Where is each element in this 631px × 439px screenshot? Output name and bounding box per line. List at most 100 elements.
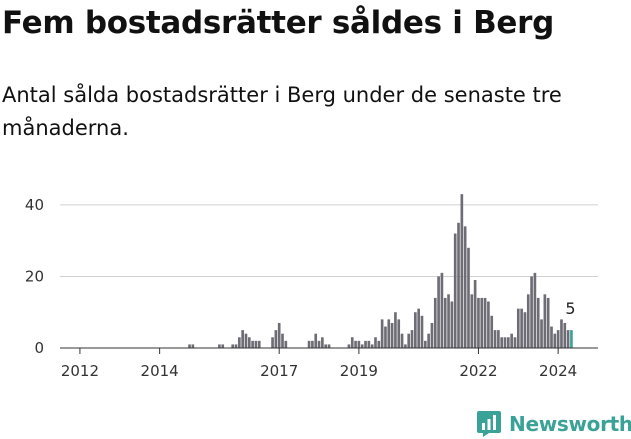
bar [487, 301, 490, 348]
bar [453, 233, 457, 348]
bar [533, 272, 537, 348]
bar [360, 344, 364, 348]
bar [281, 333, 284, 348]
bar [550, 326, 553, 348]
bar [311, 340, 314, 348]
bar [490, 315, 494, 348]
bar [377, 340, 381, 348]
bar [470, 294, 474, 348]
x-tick-label: 2024 [539, 362, 577, 380]
bar [463, 226, 467, 348]
bar [410, 330, 414, 348]
bar [251, 340, 254, 348]
bar [238, 337, 241, 348]
bar [390, 322, 394, 348]
bar [563, 322, 567, 348]
bar-value-label: 5 [565, 299, 575, 318]
bar [284, 340, 288, 348]
y-tick-label: 40 [25, 196, 44, 214]
bar [380, 319, 384, 348]
bar [407, 333, 411, 348]
bar [387, 319, 391, 348]
bar [191, 344, 195, 348]
bar [523, 312, 527, 348]
bar [374, 337, 377, 348]
bar [317, 340, 321, 348]
bar [394, 312, 397, 348]
bar [404, 344, 407, 348]
bar [516, 308, 520, 348]
x-tick-label: 2012 [61, 362, 99, 380]
y-tick-label: 20 [25, 267, 44, 285]
x-tick-label: 2014 [141, 362, 179, 380]
bar [513, 337, 517, 348]
bar [497, 330, 500, 348]
bar [350, 337, 354, 348]
bar [277, 322, 281, 348]
gridlines [60, 204, 598, 277]
bar [327, 344, 331, 348]
bar [477, 297, 480, 348]
bar [218, 344, 221, 348]
newsworthy-logo-icon [477, 411, 501, 437]
bar [307, 340, 311, 348]
bar [274, 330, 278, 348]
bar [503, 337, 507, 348]
bar [430, 322, 434, 348]
bar [188, 344, 191, 348]
page-subtitle: Antal sålda bostadsrätter i Berg under d… [2, 83, 562, 140]
bar [536, 297, 540, 348]
bar [354, 340, 357, 348]
brand-name: Newsworthy [509, 412, 631, 436]
bar [467, 247, 470, 348]
bar [546, 297, 550, 348]
bar [271, 337, 274, 348]
bar [543, 294, 547, 348]
bar [321, 337, 324, 348]
bar [530, 276, 533, 348]
axes: 0 20 40 5 2012 2014 2017 2019 2022 2024 [25, 196, 598, 380]
bar [480, 297, 484, 348]
bar [443, 297, 447, 348]
bar [507, 337, 510, 348]
bar [357, 340, 361, 348]
bar [520, 308, 523, 348]
x-tick-label: 2019 [340, 362, 378, 380]
bar [540, 319, 543, 348]
bar [427, 333, 430, 348]
bar [433, 297, 437, 348]
bar [367, 340, 371, 348]
bar [397, 319, 401, 348]
bar [384, 326, 387, 348]
bar [314, 333, 318, 348]
bar [483, 297, 487, 348]
bar [493, 330, 497, 348]
bar [570, 330, 573, 348]
y-tick-label: 0 [34, 339, 44, 357]
bar [244, 333, 248, 348]
bar [400, 333, 404, 348]
bar [560, 319, 563, 348]
bar [526, 294, 530, 348]
bar [254, 340, 258, 348]
bar [566, 330, 570, 348]
bar [423, 340, 427, 348]
newsworthy-brand[interactable]: Newsworthy [476, 409, 631, 439]
bars [188, 194, 573, 348]
bar [440, 272, 444, 348]
page-title: Fem bostadsrätter såldes i Berg [2, 5, 555, 41]
x-tick-label: 2017 [260, 362, 298, 380]
bar [241, 330, 244, 348]
bar [553, 333, 557, 348]
bar [247, 337, 251, 348]
bar [370, 344, 374, 348]
x-tick-label: 2022 [459, 362, 497, 380]
bar [473, 280, 477, 348]
bar [420, 315, 424, 348]
bar [324, 344, 328, 348]
bar [450, 301, 454, 348]
bar [231, 344, 235, 348]
bar [500, 337, 504, 348]
bar [347, 344, 351, 348]
